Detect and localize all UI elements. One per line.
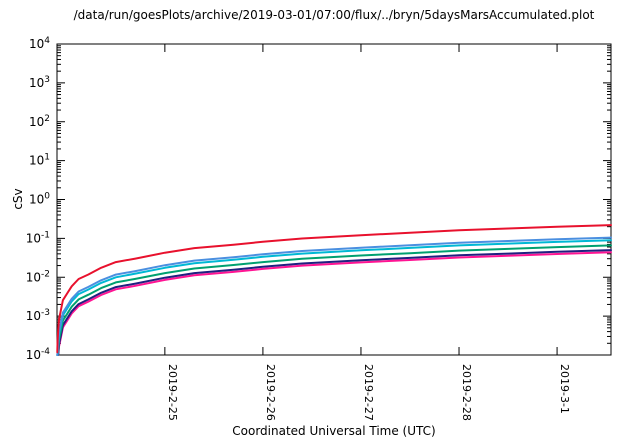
- x-tick-label: 2019-2-26: [264, 364, 277, 421]
- x-tick-label: 2019-2-28: [460, 364, 473, 421]
- y-axis-title: cSv: [11, 188, 25, 210]
- x-tick-label: 2019-2-25: [166, 364, 179, 421]
- x-axis-title: Coordinated Universal Time (UTC): [232, 424, 436, 438]
- series-line-blue: [56, 236, 612, 356]
- series-line-red: [56, 224, 612, 354]
- y-tick-label: 10-2: [26, 269, 50, 284]
- chart-title: /data/run/goesPlots/archive/2019-03-01/0…: [73, 8, 595, 22]
- y-tick-label: 104: [29, 36, 50, 51]
- y-tick-label: 102: [29, 114, 50, 129]
- y-tick-label: 103: [29, 75, 50, 90]
- y-tick-label: 100: [29, 192, 50, 207]
- x-tick-label: 2019-2-27: [362, 364, 375, 421]
- y-tick-label: 10-3: [26, 308, 50, 323]
- plot-border: [56, 43, 612, 356]
- x-tick-label: 2019-3-1: [558, 364, 571, 414]
- series-line-green: [56, 244, 612, 356]
- y-tick-label: 10-4: [26, 347, 51, 362]
- y-tick-label: 101: [29, 153, 50, 168]
- y-tick-label: 10-1: [26, 230, 50, 245]
